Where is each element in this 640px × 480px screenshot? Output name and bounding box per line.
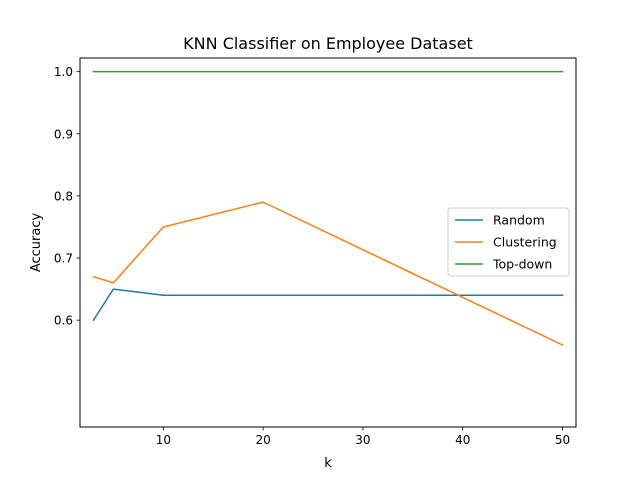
chart-title: KNN Classifier on Employee Dataset bbox=[183, 34, 473, 53]
legend-box bbox=[447, 207, 570, 277]
y-tick-label: 1.0 bbox=[54, 65, 73, 79]
x-tick-label: 10 bbox=[156, 433, 171, 447]
x-tick-label: 30 bbox=[355, 433, 370, 447]
x-tick-label: 50 bbox=[555, 433, 570, 447]
y-tick-label: 0.7 bbox=[54, 252, 73, 266]
plot-frame bbox=[79, 57, 577, 428]
y-tick-label: 0.8 bbox=[54, 189, 73, 203]
y-axis-label: Accuracy bbox=[29, 213, 44, 273]
legend: Random Clustering Top-down bbox=[447, 207, 570, 277]
x-axis-label: k bbox=[324, 456, 332, 471]
plot-lines bbox=[92, 70, 564, 346]
y-tick-label: 0.6 bbox=[54, 314, 73, 328]
legend-label-clustering: Clustering bbox=[493, 235, 557, 250]
x-tick-label: 40 bbox=[455, 433, 470, 447]
legend-label-random: Random bbox=[493, 213, 545, 228]
x-axis-ticks: 10 20 30 40 50 bbox=[156, 427, 570, 447]
x-tick-label: 20 bbox=[255, 433, 270, 447]
y-tick-label: 0.9 bbox=[54, 127, 73, 141]
series-line-clustering bbox=[92, 201, 564, 346]
y-axis-ticks: 0.6 0.7 0.8 0.9 1.0 bbox=[54, 65, 80, 328]
legend-label-top-down: Top-down bbox=[492, 257, 552, 272]
series-line-random bbox=[92, 288, 564, 322]
